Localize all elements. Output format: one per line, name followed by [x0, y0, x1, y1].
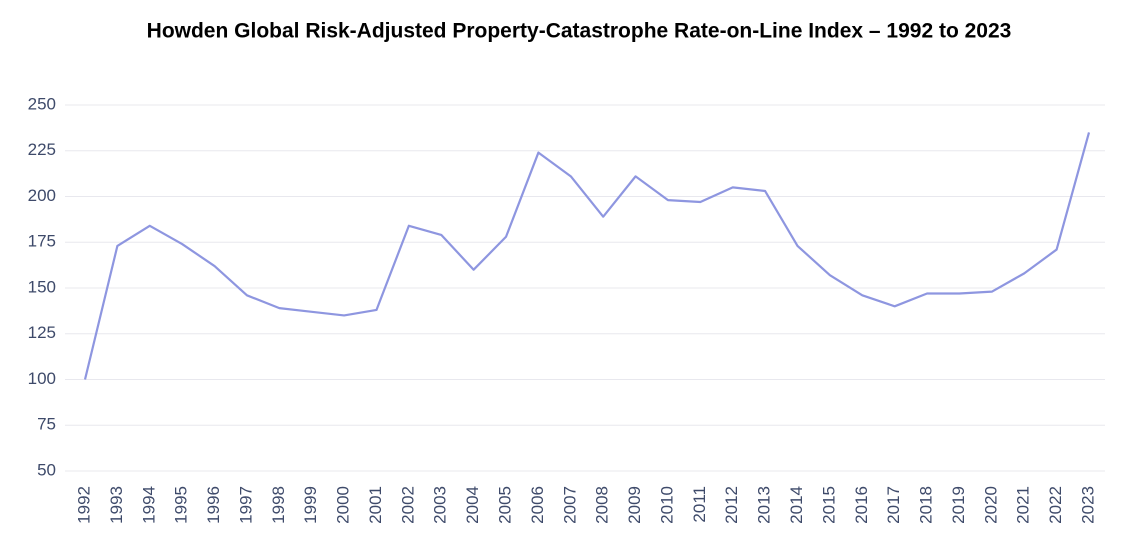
- y-tick-label: 225: [28, 140, 56, 159]
- x-tick-label: 2001: [366, 486, 385, 524]
- x-tick-label: 2014: [787, 486, 806, 524]
- x-tick-label: 1993: [107, 486, 126, 524]
- y-tick-label: 50: [37, 460, 56, 479]
- x-tick-label: 1997: [236, 486, 255, 524]
- chart-title: Howden Global Risk-Adjusted Property-Cat…: [147, 20, 1012, 43]
- y-tick-label: 150: [28, 277, 56, 296]
- x-tick-label: 1995: [172, 486, 191, 524]
- x-tick-label: 2015: [819, 486, 838, 524]
- data-line: [83, 132, 1091, 380]
- x-tick-label: 2009: [625, 486, 644, 524]
- x-tick-label: 2000: [334, 486, 353, 524]
- x-tick-label: 1998: [269, 486, 288, 524]
- y-tick-label: 200: [28, 186, 56, 205]
- y-tick-label: 175: [28, 232, 56, 251]
- x-tick-label: 2006: [528, 486, 547, 524]
- x-tick-label: 2018: [917, 486, 936, 524]
- y-tick-label: 125: [28, 323, 56, 342]
- x-tick-label: 1996: [204, 486, 223, 524]
- x-tick-label: 2008: [593, 486, 612, 524]
- x-tick-label: 2022: [1046, 486, 1065, 524]
- x-tick-label: 2007: [560, 486, 579, 524]
- x-tick-label: 2016: [852, 486, 871, 524]
- x-tick-label: 2010: [657, 486, 676, 524]
- x-tick-label: 1994: [139, 486, 158, 524]
- x-tick-label: 2005: [496, 486, 515, 524]
- x-tick-label: 2003: [431, 486, 450, 524]
- x-tick-label: 2019: [949, 486, 968, 524]
- x-tick-label: 2011: [690, 486, 709, 523]
- x-tick-label: 2020: [981, 486, 1000, 524]
- y-tick-label: 250: [28, 94, 56, 113]
- x-tick-label: 2012: [722, 486, 741, 524]
- y-tick-label: 75: [37, 415, 56, 434]
- x-tick-label: 1999: [301, 486, 320, 524]
- y-tick-label: 100: [28, 369, 56, 388]
- x-tick-label: 2013: [755, 486, 774, 524]
- x-tick-label: 2004: [463, 486, 482, 524]
- x-tick-label: 2021: [1014, 486, 1033, 524]
- x-tick-label: 2023: [1078, 486, 1097, 524]
- x-tick-label: 2017: [884, 486, 903, 524]
- x-tick-label: 2002: [398, 486, 417, 524]
- x-tick-label: 1992: [74, 486, 93, 524]
